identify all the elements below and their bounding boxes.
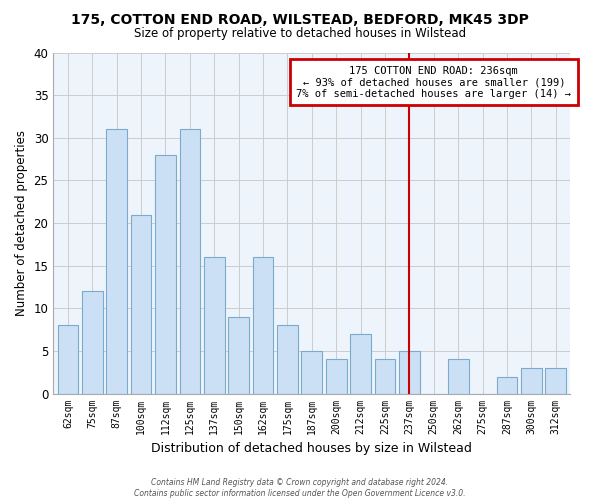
Bar xyxy=(301,351,322,394)
Bar xyxy=(277,326,298,394)
Bar xyxy=(204,257,224,394)
Text: Size of property relative to detached houses in Wilstead: Size of property relative to detached ho… xyxy=(134,28,466,40)
Bar xyxy=(374,360,395,394)
Bar xyxy=(399,351,420,394)
Bar xyxy=(228,317,249,394)
Bar xyxy=(82,291,103,394)
Bar xyxy=(545,368,566,394)
Text: 175 COTTON END ROAD: 236sqm
← 93% of detached houses are smaller (199)
7% of sem: 175 COTTON END ROAD: 236sqm ← 93% of det… xyxy=(296,66,571,99)
Bar xyxy=(58,326,78,394)
Bar xyxy=(448,360,469,394)
Bar xyxy=(521,368,542,394)
Bar xyxy=(497,376,517,394)
Bar xyxy=(350,334,371,394)
Bar xyxy=(155,155,176,394)
Bar xyxy=(106,129,127,394)
Bar xyxy=(131,214,151,394)
X-axis label: Distribution of detached houses by size in Wilstead: Distribution of detached houses by size … xyxy=(151,442,472,455)
Bar xyxy=(326,360,347,394)
Text: Contains HM Land Registry data © Crown copyright and database right 2024.
Contai: Contains HM Land Registry data © Crown c… xyxy=(134,478,466,498)
Y-axis label: Number of detached properties: Number of detached properties xyxy=(15,130,28,316)
Bar xyxy=(179,129,200,394)
Text: 175, COTTON END ROAD, WILSTEAD, BEDFORD, MK45 3DP: 175, COTTON END ROAD, WILSTEAD, BEDFORD,… xyxy=(71,12,529,26)
Bar xyxy=(253,257,274,394)
